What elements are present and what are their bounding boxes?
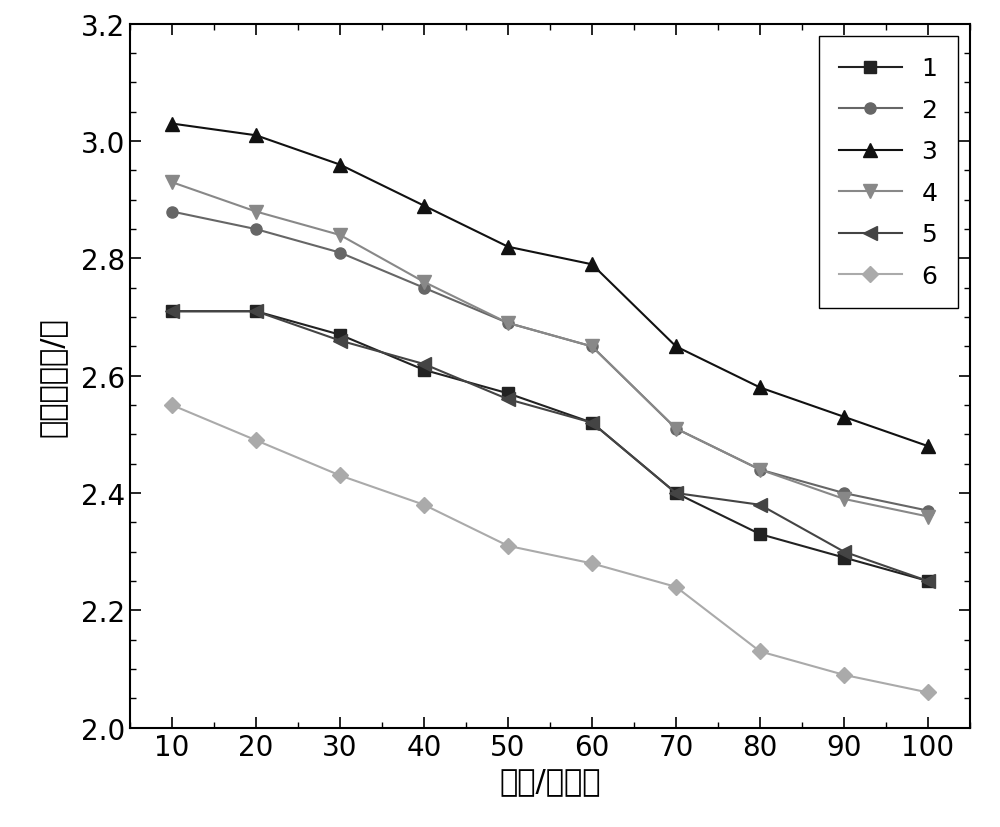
5 [586,418,598,428]
6 [166,400,178,410]
2 [418,284,430,294]
2 [838,489,850,499]
5 [334,337,346,347]
1 [502,389,514,399]
5 [250,307,262,317]
1 [250,307,262,317]
5 [922,576,934,586]
6 [922,688,934,698]
3 [922,442,934,452]
5 [754,500,766,510]
Y-axis label: 振幅磁导率/千: 振幅磁导率/千 [38,317,67,436]
3 [754,383,766,393]
6 [502,541,514,551]
3 [418,202,430,212]
4 [922,512,934,522]
4 [586,342,598,352]
6 [670,582,682,592]
3 [166,119,178,129]
2 [586,342,598,352]
5 [418,360,430,370]
2 [166,208,178,218]
3 [586,260,598,270]
2 [670,424,682,434]
4 [502,318,514,328]
6 [334,471,346,480]
3 [250,131,262,141]
2 [250,225,262,235]
4 [166,178,178,188]
6 [418,500,430,510]
X-axis label: 频率/千赫兹: 频率/千赫兹 [499,766,601,795]
2 [754,465,766,475]
6 [838,670,850,680]
2 [334,248,346,258]
2 [922,506,934,516]
1 [754,529,766,539]
3 [838,413,850,423]
4 [754,465,766,475]
2 [502,318,514,328]
3 [502,242,514,252]
1 [670,489,682,499]
5 [502,394,514,404]
3 [334,160,346,170]
6 [586,559,598,569]
1 [334,330,346,340]
3 [670,342,682,352]
Line: 4: 4 [165,176,935,523]
6 [250,436,262,446]
4 [418,278,430,288]
1 [586,418,598,428]
5 [166,307,178,317]
6 [754,647,766,657]
4 [334,231,346,241]
Line: 2: 2 [166,207,934,517]
1 [922,576,934,586]
5 [838,547,850,557]
Line: 6: 6 [166,400,934,698]
Legend: 1, 2, 3, 4, 5, 6: 1, 2, 3, 4, 5, 6 [819,37,958,308]
Line: 1: 1 [166,306,934,587]
1 [838,553,850,563]
Line: 3: 3 [165,117,935,453]
1 [418,366,430,375]
4 [838,495,850,504]
5 [670,489,682,499]
4 [670,424,682,434]
1 [166,307,178,317]
Line: 5: 5 [165,305,935,588]
4 [250,208,262,218]
